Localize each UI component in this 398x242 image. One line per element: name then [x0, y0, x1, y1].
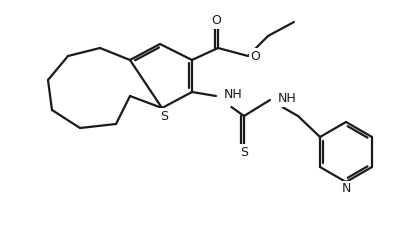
- Text: NH: NH: [278, 92, 297, 106]
- Text: O: O: [250, 50, 260, 62]
- Text: NH: NH: [224, 89, 243, 101]
- Text: O: O: [211, 15, 221, 28]
- Text: S: S: [240, 145, 248, 159]
- Text: N: N: [341, 182, 351, 196]
- Text: S: S: [160, 109, 168, 122]
